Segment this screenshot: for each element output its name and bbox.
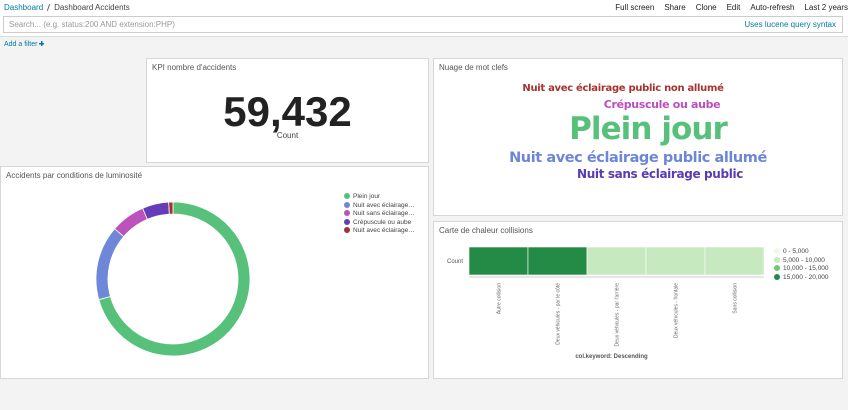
donut-slice — [168, 201, 174, 215]
x-tick-label: Sans collision — [733, 283, 739, 314]
legend-item[interactable]: Plein jour — [344, 193, 416, 200]
legend-swatch — [344, 193, 350, 199]
legend-item[interactable]: 10,000 - 15,000 — [774, 265, 846, 272]
heatmap-panel: Carte de chaleur collisions Count Autre c… — [433, 221, 843, 379]
donut-slice — [142, 201, 170, 220]
legend-label: Nuit avec éclairage public allumé — [353, 201, 416, 209]
heatmap-chart: Count Autre collision Deux véhicules - par… — [447, 246, 765, 360]
separator — [46, 4, 51, 11]
legend-swatch — [344, 218, 350, 225]
cloud-word: Nuit avec éclairage public non allumé — [522, 83, 724, 94]
donut-panel: Accidents par conditions de luminosité P… — [0, 166, 429, 379]
donut-slice — [95, 228, 125, 301]
legend-swatch — [344, 201, 350, 208]
cloud-word: Nuit sans éclairage public — [577, 167, 743, 181]
breadcrumb-current: Dashboard Accidents — [54, 3, 130, 12]
query-bar: Search... (e.g. status:200 AND extension… — [0, 14, 848, 37]
legend-label: 5,000 - 10,000 — [783, 256, 825, 264]
panel-title: Carte de chaleur collisions — [439, 226, 533, 235]
legend-swatch — [774, 273, 780, 280]
heat-cell — [468, 246, 529, 276]
legend-label: Plein jour — [353, 193, 381, 200]
kpi-value: 59,432 — [223, 88, 352, 135]
menu-item[interactable]: Edit — [726, 3, 741, 12]
menu-item[interactable]: Share — [664, 3, 686, 12]
legend-item[interactable]: 0 - 5,000 — [774, 248, 846, 255]
x-tick-label: Deux véhicules - par l'arrière — [615, 283, 621, 347]
kpi-panel: KPI nombre d'accidents 59,432 Count — [146, 58, 429, 163]
x-tick-label: Deux véhicules - par le côté — [556, 283, 562, 345]
legend-item[interactable]: Nuit avec éclairage public allumé — [344, 201, 416, 209]
heat-cell — [527, 246, 588, 276]
row-label: Count — [447, 259, 463, 265]
heat-cell — [704, 246, 765, 276]
menu: Full screen Share Clone Edit Auto-refresh Las… — [588, 3, 848, 12]
heat-cell — [645, 246, 706, 276]
legend-item[interactable]: Nuit avec éclairage public non allumé — [344, 227, 416, 234]
top-bar: Dashboard Dashboard Accidents Full screen… — [0, 0, 848, 14]
donut-slice — [114, 207, 148, 238]
search-input[interactable]: Search... (e.g. status:200 AND extension… — [3, 16, 843, 33]
panel-title: Nuage de mot clefs — [439, 63, 508, 72]
cloud-word: Nuit avec éclairage public allumé — [509, 150, 767, 166]
placeholder: Search... (e.g. status:200 AND extension… — [9, 20, 175, 29]
donut-chart — [95, 201, 251, 357]
legend-item[interactable]: Crépuscule ou aube — [344, 218, 416, 226]
legend-swatch — [344, 210, 350, 216]
menu-item[interactable]: Full screen — [615, 3, 655, 12]
legend-label: 15,000 - 20,000 — [783, 273, 829, 281]
legend-label: Crépuscule ou aube — [353, 218, 412, 226]
panel-title: Accidents par conditions de luminosité — [6, 171, 143, 180]
legend-item[interactable]: 5,000 - 10,000 — [774, 256, 846, 264]
add-filter[interactable]: Add a filter — [4, 41, 45, 48]
add-filter-label: Add a filter — [4, 41, 38, 48]
kpi-label: Count — [276, 131, 299, 140]
syntax-hint[interactable]: Uses lucene query syntax — [744, 20, 836, 29]
legend-swatch — [774, 256, 780, 263]
menu-item[interactable]: Auto-refresh — [750, 3, 795, 12]
legend-label: 0 - 5,000 — [783, 248, 809, 255]
legend-swatch — [774, 265, 780, 271]
axis-title: col.keyword: Descending — [575, 354, 648, 360]
menu-item[interactable]: Clone — [695, 3, 717, 12]
breadcrumb-link[interactable]: Dashboard — [4, 3, 44, 12]
legend-label: Nuit avec éclairage public non allumé — [353, 227, 416, 234]
legend-item[interactable]: 15,000 - 20,000 — [774, 273, 846, 281]
cloud-word: Crépuscule ou aube — [603, 98, 721, 111]
plus-icon — [39, 41, 45, 46]
menu-item[interactable]: Last 2 years — [804, 3, 848, 12]
cloud-word: Plein jour — [569, 111, 728, 147]
x-tick-label: Deux véhicules - frontale — [674, 283, 680, 338]
breadcrumb: Dashboard Dashboard Accidents — [4, 3, 130, 12]
legend-label: Nuit sans éclairage public — [353, 210, 416, 217]
legend-swatch — [774, 248, 780, 254]
legend-label: 10,000 - 15,000 — [783, 265, 829, 272]
heat-cell — [586, 246, 647, 276]
legend: 0 - 5,000 5,000 - 10,000 10,000 - 15,000 15… — [774, 248, 846, 282]
x-tick-label: Autre collision — [497, 283, 503, 314]
cloud-panel: Nuage de mot clefs Nuit avec éclairage p… — [433, 58, 843, 216]
legend-swatch — [344, 227, 350, 233]
panel-title: KPI nombre d'accidents — [152, 63, 237, 72]
legend-item[interactable]: Nuit sans éclairage public — [344, 210, 416, 217]
